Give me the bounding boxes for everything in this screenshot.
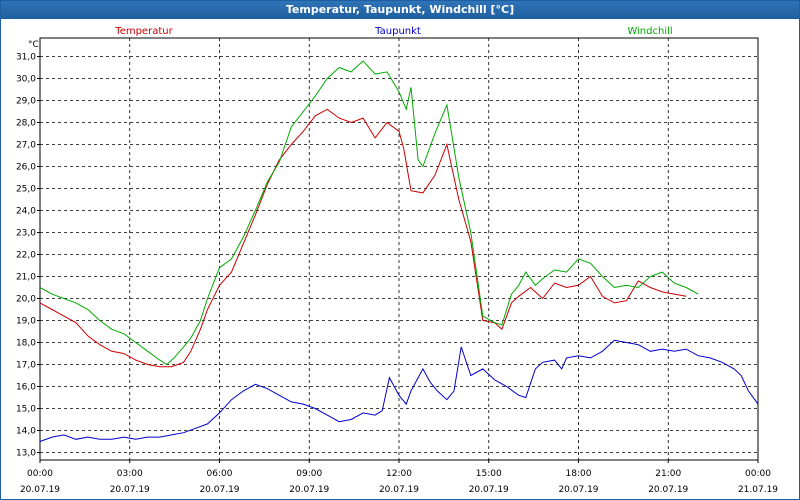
y-tick-label: 29,0 — [16, 97, 36, 107]
x-tick-time: 06:00 — [207, 469, 233, 479]
x-tick-time: 18:00 — [566, 469, 592, 479]
x-tick-date: 20.07.19 — [110, 485, 150, 495]
y-tick-label: 15,0 — [16, 405, 36, 415]
series-line-taupunkt — [39, 339, 759, 442]
y-tick-label: 31,0 — [16, 53, 36, 63]
y-tick-label: 16,0 — [16, 383, 36, 393]
x-tick-time: 15:00 — [476, 469, 502, 479]
series-lines — [39, 60, 759, 442]
x-tick-date: 20.07.19 — [648, 485, 688, 495]
x-tick-time: 03:00 — [117, 469, 143, 479]
x-tick-date: 20.07.19 — [199, 485, 239, 495]
legend: Temperatur Taupunkt Windchill — [114, 26, 672, 37]
y-tick-label: 13,0 — [16, 449, 36, 459]
x-tick-date: 20.07.19 — [20, 485, 60, 495]
chart-title: Temperatur, Taupunkt, Windchill [°C] — [1, 1, 799, 19]
x-tick-date: 20.07.19 — [558, 485, 598, 495]
series-line-windchill — [39, 60, 699, 366]
x-tick-date: 21.07.19 — [738, 485, 778, 495]
legend-entry-windchill: Windchill — [627, 26, 672, 37]
y-tick-label: 25,0 — [16, 185, 36, 195]
y-tick-label: 17,0 — [16, 361, 36, 371]
x-tick-date: 20.07.19 — [379, 485, 419, 495]
x-tick-time: 21:00 — [655, 469, 681, 479]
x-axis-ticks: 00:00 20.07.19 03:00 20.07.19 06:00 20.07.19 0… — [20, 460, 778, 495]
x-tick-time: 12:00 — [386, 469, 412, 479]
y-axis-ticks: 13,0 14,0 15,0 16,0 17,0 18,0 19,0 20,0 21,0 22,0… — [16, 53, 40, 459]
x-tick-time: 00:00 — [27, 469, 53, 479]
x-tick-date: 20.07.19 — [289, 485, 329, 495]
legend-entry-temperatur: Temperatur — [114, 26, 173, 37]
y-tick-label: 27,0 — [16, 141, 36, 151]
x-tick-date: 20.07.19 — [469, 485, 509, 495]
x-tick-time: 09:00 — [296, 469, 322, 479]
series-line-temperatur — [39, 108, 687, 368]
y-tick-label: 20,0 — [16, 295, 36, 305]
y-tick-label: 19,0 — [16, 317, 36, 327]
grid-lines — [40, 38, 758, 460]
y-tick-label: 21,0 — [16, 273, 36, 283]
legend-entry-taupunkt: Taupunkt — [374, 26, 421, 37]
y-tick-label: 24,0 — [16, 207, 36, 217]
x-tick-time: 00:00 — [745, 469, 771, 479]
y-tick-label: 26,0 — [16, 163, 36, 173]
y-tick-label: 18,0 — [16, 339, 36, 349]
y-tick-label: 28,0 — [16, 119, 36, 129]
y-axis-unit: °C — [28, 40, 39, 50]
y-tick-label: 22,0 — [16, 251, 36, 261]
y-tick-label: 23,0 — [16, 229, 36, 239]
y-tick-label: 14,0 — [16, 427, 36, 437]
y-tick-label: 30,0 — [16, 75, 36, 85]
